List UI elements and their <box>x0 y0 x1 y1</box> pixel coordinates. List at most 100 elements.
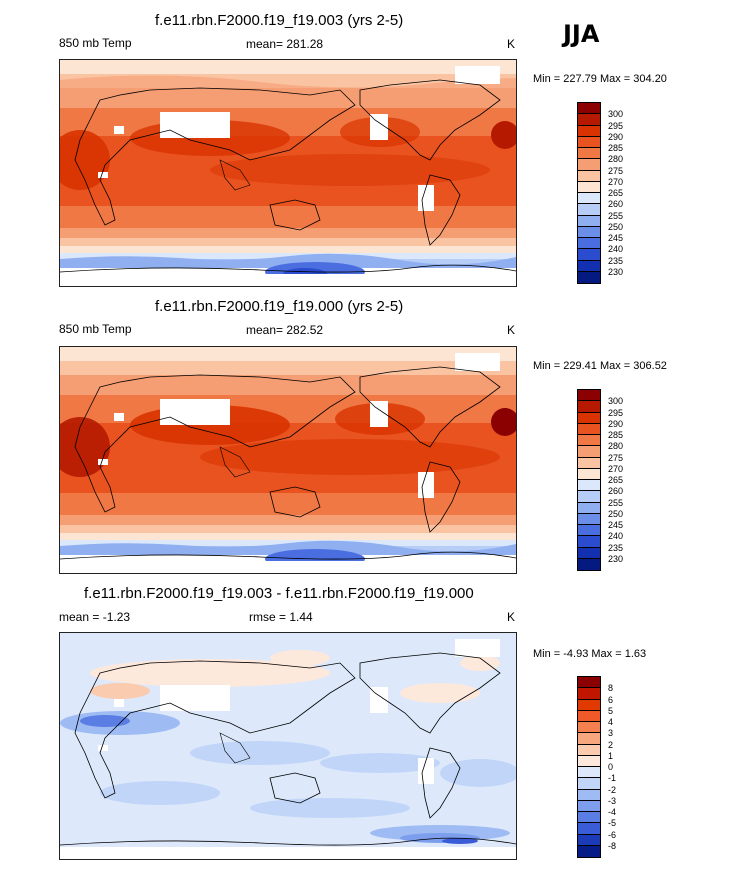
panel-3-title: f.e11.rbn.F2000.f19_f19.003 - f.e11.rbn.… <box>84 585 474 602</box>
colorbar-tick-label: -8 <box>608 840 617 851</box>
colorbar-swatch <box>578 103 600 115</box>
panel-2-minmax: Min = 229.41 Max = 306.52 <box>533 360 667 372</box>
panel-1-minmax: Min = 227.79 Max = 304.20 <box>533 73 667 85</box>
colorbar-swatch <box>578 193 600 205</box>
colorbar-tick-label: 265 <box>608 475 624 485</box>
colorbar-swatch <box>578 845 600 857</box>
colorbar-swatch <box>578 789 600 801</box>
colorbar-tick-label: -5 <box>608 818 617 829</box>
colorbar-swatch <box>578 215 600 227</box>
colorbar-tick-label: 255 <box>608 210 624 221</box>
colorbar-swatch <box>578 412 600 424</box>
colorbar-tick-label: 265 <box>608 188 624 198</box>
colorbar-swatch <box>578 159 600 171</box>
panel-3-mean-label: mean = -1.23 <box>59 610 131 624</box>
colorbar-tick-label: 6 <box>608 694 614 705</box>
colorbar-swatch <box>578 558 600 570</box>
colorbar-swatch <box>578 390 600 402</box>
panel-1-variable-label: 850 mb Temp <box>59 36 132 50</box>
colorbar-swatch <box>578 834 600 846</box>
colorbar-tick-label: 230 <box>608 553 624 564</box>
colorbar-tick-label: -3 <box>608 795 617 806</box>
panel-2-units: K <box>507 323 516 337</box>
colorbar-swatch <box>578 249 600 261</box>
panel-2-variable-label: 850 mb Temp <box>59 322 132 336</box>
colorbar-tick-label: 8 <box>608 683 614 694</box>
colorbar-swatch <box>578 238 600 250</box>
colorbar-swatch <box>578 271 600 283</box>
colorbar-tick-label: 235 <box>608 542 624 553</box>
panel-2-colorbar <box>577 389 601 571</box>
colorbar-swatch <box>578 525 600 537</box>
colorbar-swatch <box>578 148 600 160</box>
colorbar-swatch <box>578 812 600 824</box>
colorbar-tick-label: 300 <box>608 396 624 407</box>
colorbar-swatch <box>578 710 600 722</box>
panel-3-units: K <box>507 610 516 624</box>
panel-3-minmax: Min = -4.93 Max = 1.63 <box>533 648 647 660</box>
colorbar-swatch <box>578 401 600 413</box>
panel-1-colorbar <box>577 102 601 284</box>
colorbar-tick-label: 260 <box>608 486 624 497</box>
colorbar-tick-label: 240 <box>608 531 624 542</box>
colorbar-swatch <box>578 181 600 193</box>
colorbar-swatch <box>578 699 600 711</box>
panel-2-title: f.e11.rbn.F2000.f19_f19.000 (yrs 2-5) <box>155 298 404 315</box>
panel-1-title: f.e11.rbn.F2000.f19_f19.003 (yrs 2-5) <box>155 12 404 29</box>
colorbar-swatch <box>578 513 600 525</box>
colorbar-swatch <box>578 491 600 503</box>
colorbar-swatch <box>578 446 600 458</box>
panel-2-mean-label: mean= 282.52 <box>246 323 324 337</box>
colorbar-swatch <box>578 457 600 469</box>
colorbar-swatch <box>578 170 600 182</box>
colorbar-swatch <box>578 480 600 492</box>
colorbar-tick-label: -2 <box>608 784 617 795</box>
colorbar-tick-label: 230 <box>608 266 624 277</box>
colorbar-swatch <box>578 722 600 734</box>
colorbar-tick-label: 260 <box>608 199 624 210</box>
colorbar-swatch <box>578 755 600 767</box>
colorbar-tick-label: 295 <box>608 120 624 131</box>
colorbar-tick-label: 270 <box>608 463 624 474</box>
colorbar-swatch <box>578 677 600 689</box>
panel-1-units: K <box>507 37 516 51</box>
colorbar-tick-label: 245 <box>608 520 624 530</box>
colorbar-tick-label: 275 <box>608 165 624 176</box>
season-label: JJA <box>563 20 600 48</box>
colorbar-swatch <box>578 226 600 238</box>
colorbar-swatch <box>578 688 600 700</box>
colorbar-tick-label: 4 <box>608 717 614 727</box>
colorbar-swatch <box>578 823 600 835</box>
colorbar-tick-label: 285 <box>608 430 624 440</box>
panel-1-mean-label: mean= 281.28 <box>246 37 324 51</box>
colorbar-tick-label: 290 <box>608 131 624 142</box>
colorbar-swatch <box>578 744 600 756</box>
colorbar-tick-label: 295 <box>608 407 624 418</box>
colorbar-swatch <box>578 435 600 447</box>
panel-2-map <box>59 346 517 574</box>
colorbar-tick-label: 5 <box>608 705 614 716</box>
colorbar-tick-label: 250 <box>608 221 624 232</box>
colorbar-swatch <box>578 502 600 514</box>
colorbar-tick-label: -4 <box>608 807 617 817</box>
panel-3-colorbar <box>577 676 601 858</box>
colorbar-swatch <box>578 767 600 779</box>
colorbar-swatch <box>578 260 600 272</box>
colorbar-tick-label: 245 <box>608 233 624 243</box>
colorbar-tick-label: -1 <box>608 773 617 784</box>
colorbar-tick-label: 2 <box>608 739 614 750</box>
panel-3-map <box>59 632 517 860</box>
colorbar-swatch <box>578 204 600 216</box>
colorbar-tick-label: 300 <box>608 109 624 120</box>
colorbar-tick-label: 275 <box>608 452 624 463</box>
colorbar-swatch <box>578 136 600 148</box>
colorbar-swatch <box>578 114 600 126</box>
colorbar-tick-label: 240 <box>608 244 624 255</box>
colorbar-swatch <box>578 547 600 559</box>
panel-3-rmse-label: rmse = 1.44 <box>249 610 313 624</box>
colorbar-swatch <box>578 800 600 812</box>
panel-1-map <box>59 59 517 287</box>
colorbar-tick-label: 270 <box>608 176 624 187</box>
colorbar-swatch <box>578 468 600 480</box>
colorbar-tick-label: 290 <box>608 418 624 429</box>
